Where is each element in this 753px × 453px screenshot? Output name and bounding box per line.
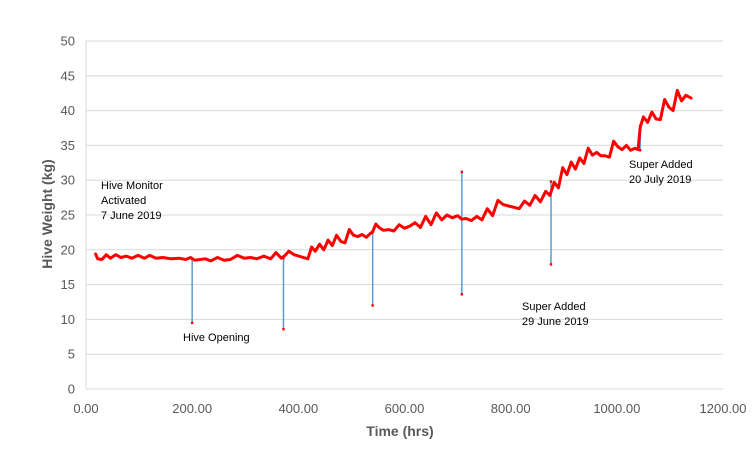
- y-tick-label: 20: [61, 242, 75, 257]
- event-bottom-marker: [282, 327, 285, 331]
- series-layer: [94, 88, 693, 263]
- annotation-line: Super Added: [522, 301, 586, 313]
- annotation-line: 20 July 2019: [629, 174, 691, 186]
- y-tick-label: 45: [61, 68, 75, 83]
- y-tick-label: 30: [61, 173, 75, 188]
- x-tick-label: 800.00: [491, 401, 531, 416]
- x-tick-label: 400.00: [278, 401, 318, 416]
- y-tick-label: 25: [61, 208, 75, 223]
- annotation-monitor: Hive Monitor Activated 7 June 2019: [101, 180, 163, 222]
- annotation-line: 29 June 2019: [522, 316, 589, 328]
- y-tick-label: 40: [61, 103, 75, 118]
- annotations: Hive Monitor Activated 7 June 2019 Hive Ope…: [101, 159, 693, 344]
- y-axis-title: Hive Weight (kg): [39, 159, 55, 268]
- annotation-line: Super Added: [629, 159, 693, 171]
- y-tick-label: 10: [61, 312, 75, 327]
- tick-labels: 0 5 10 15 20 25 30 35 40 45 50 0.00 200.00 400.00 600.…: [61, 34, 747, 417]
- y-tick-label: 50: [61, 34, 75, 49]
- x-tick-label: 1200.00: [700, 401, 747, 416]
- axes: [85, 41, 723, 390]
- y-tick-label: 35: [61, 138, 75, 153]
- x-tick-label: 200.00: [172, 401, 212, 416]
- annotation-opening: Hive Opening: [183, 332, 250, 344]
- x-axis-title: Time (hrs): [366, 423, 433, 439]
- y-tick-label: 15: [61, 277, 75, 292]
- event-top-marker: [549, 180, 553, 183]
- event-bottom-marker: [549, 263, 553, 266]
- annotation-super2: Super Added 20 July 2019: [629, 159, 693, 186]
- x-tick-label: 1000.00: [593, 401, 640, 416]
- annotation-super1: Super Added 29 June 2019: [522, 301, 589, 328]
- x-tick-label: 0.00: [73, 401, 98, 416]
- annotation-line: 7 June 2019: [101, 210, 162, 222]
- y-tick-label: 5: [68, 347, 75, 362]
- annotation-line: Activated: [101, 195, 146, 207]
- event-bottom-marker: [190, 321, 194, 325]
- event-bottom-marker: [460, 293, 464, 296]
- y-tick-label: 0: [68, 382, 75, 397]
- gridlines: [86, 40, 723, 355]
- hive-weight-series-line: [94, 88, 693, 263]
- x-tick-label: 600.00: [385, 401, 425, 416]
- event-bottom-marker: [638, 149, 642, 152]
- event-top-marker: [460, 170, 464, 174]
- event-spikes: [190, 124, 642, 331]
- annotation-line: Hive Monitor: [101, 180, 163, 192]
- annotation-line: Hive Opening: [183, 332, 250, 344]
- event-bottom-marker: [371, 304, 374, 307]
